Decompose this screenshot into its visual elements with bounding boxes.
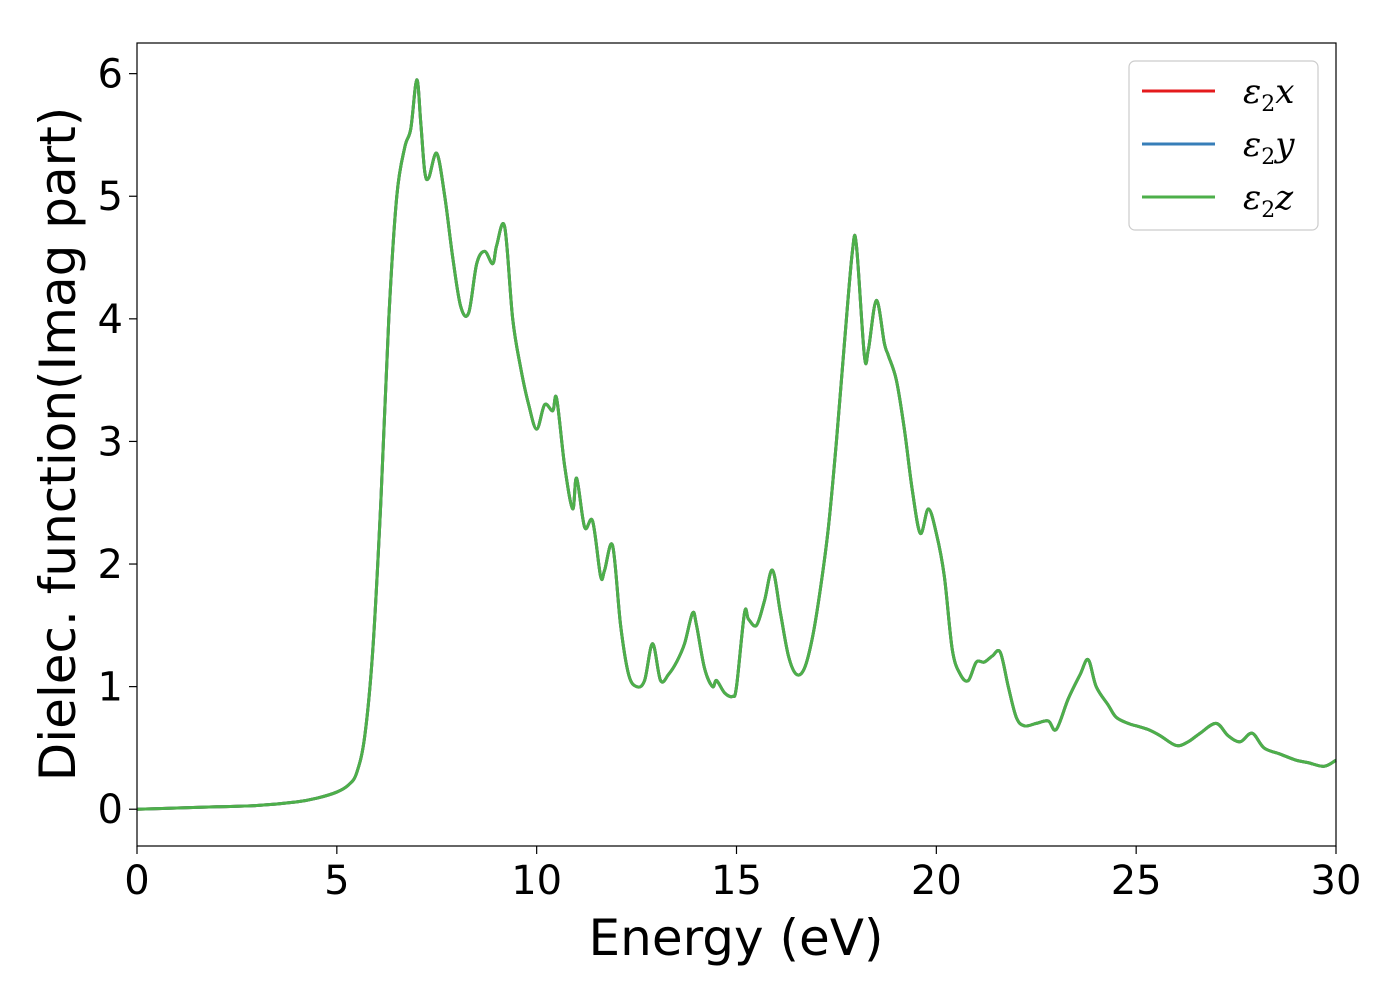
y-tick-label: 3	[98, 419, 123, 465]
x-axis-ticks: 0 5 10 15 20 25 30	[124, 846, 1361, 904]
y-tick-label: 5	[98, 174, 123, 220]
legend-variable: z	[1274, 178, 1294, 218]
x-tick-label: 10	[511, 858, 562, 904]
legend-label-z: ε2z	[1243, 178, 1294, 223]
y-tick-label: 0	[98, 787, 123, 833]
y-axis-ticks: 0 1 2 3 4 5 6	[98, 52, 137, 833]
x-tick-label: 25	[1111, 858, 1162, 904]
x-tick-label: 15	[711, 858, 762, 904]
legend-subscript: 2	[1261, 145, 1275, 170]
legend-variable: y	[1273, 125, 1295, 165]
x-tick-label: 20	[911, 858, 962, 904]
x-tick-label: 0	[124, 858, 149, 904]
x-axis-title: Energy (eV)	[589, 909, 884, 967]
legend-symbol: ε	[1243, 72, 1261, 112]
x-tick-label: 30	[1311, 858, 1362, 904]
y-tick-label: 6	[98, 52, 123, 98]
x-tick-label: 5	[324, 858, 349, 904]
legend-subscript: 2	[1261, 92, 1275, 117]
y-tick-label: 4	[98, 297, 123, 343]
series-line-z	[136, 78, 1337, 811]
y-axis-title: Dielec. function(Imag part)	[29, 107, 87, 782]
legend-symbol: ε	[1243, 178, 1261, 218]
y-tick-label: 2	[98, 542, 123, 588]
y-tick-label: 1	[98, 665, 123, 711]
legend-label-y: ε2y	[1243, 125, 1295, 170]
legend-variable: x	[1275, 72, 1294, 112]
series-layer	[136, 78, 1337, 811]
legend-symbol: ε	[1243, 125, 1261, 165]
legend-box	[1128, 60, 1319, 231]
legend-label-x: ε2x	[1243, 72, 1294, 117]
legend-subscript: 2	[1261, 198, 1275, 223]
